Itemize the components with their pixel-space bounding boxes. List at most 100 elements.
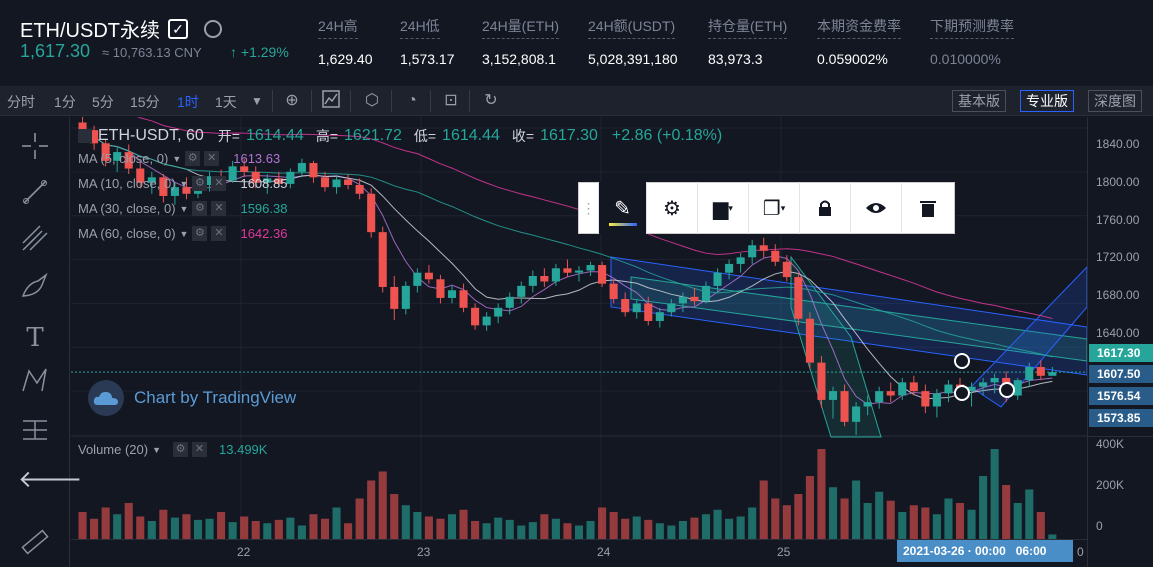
change-percent: ↑ +1.29% xyxy=(230,44,289,60)
clock-icon[interactable]: ◔ xyxy=(407,92,417,109)
price-axis[interactable]: 1840.00 1800.00 1760.00 1720.00 1680.00 … xyxy=(1087,117,1153,567)
volume-bar xyxy=(240,516,249,539)
close-icon[interactable]: ✕ xyxy=(211,201,227,216)
arrow-left-icon[interactable]: 🡐 xyxy=(18,466,83,493)
undo-icon[interactable]: ↻ xyxy=(484,92,498,109)
view-basic-button[interactable]: 基本版 xyxy=(952,90,1006,112)
settings-gear-icon[interactable]: ⚙ xyxy=(192,176,208,191)
volume-bar xyxy=(713,509,722,539)
candle-body xyxy=(598,265,607,284)
brush-icon[interactable] xyxy=(18,271,52,305)
stat-low: 24H低 1,573.17 xyxy=(400,18,455,67)
ma60-legend[interactable]: MA (60, close, 0) ▼ ⚙ ✕ 1642.36 xyxy=(78,226,287,241)
chevron-down-icon[interactable]: ▼ xyxy=(179,228,189,239)
volume-bar xyxy=(574,525,584,539)
candle-body xyxy=(852,406,861,422)
drawing-tools-sidebar: T 🡐 xyxy=(0,117,83,567)
volume-bar xyxy=(228,522,237,539)
candle-body xyxy=(690,296,699,302)
screenshot-icon[interactable]: ⊡ xyxy=(444,92,458,109)
high-label: 高= xyxy=(315,128,339,144)
candle-body xyxy=(1048,372,1057,376)
volume-legend[interactable]: Volume (20) ▼ ⚙ ✕ 13.499K xyxy=(78,442,267,457)
chevron-down-icon[interactable]: ▼ xyxy=(172,153,182,164)
volume-bar xyxy=(378,471,387,539)
trendline-icon[interactable] xyxy=(18,177,52,211)
candle-body xyxy=(782,261,791,278)
crosshair-icon[interactable] xyxy=(18,131,52,165)
candle-body xyxy=(632,303,641,313)
measure-icon[interactable] xyxy=(18,415,52,449)
ma10-legend[interactable]: MA (10, close, 0) ▼ ⚙ ✕ 1608.85 xyxy=(78,176,287,191)
chevron-down-icon[interactable]: ▼ xyxy=(179,178,189,189)
close-icon[interactable]: ✕ xyxy=(192,442,208,457)
volume-bar xyxy=(759,480,768,539)
clone-icon[interactable]: ❐ ▾ xyxy=(749,182,800,234)
candle-body xyxy=(251,171,260,183)
timeframe-1h[interactable]: 1时 xyxy=(177,94,199,110)
eye-icon[interactable] xyxy=(851,182,902,234)
settings-gear-icon[interactable]: ⚙ xyxy=(173,442,189,457)
dropdown-check-icon[interactable]: ✓ xyxy=(168,18,188,39)
tradingview-watermark[interactable]: Chart by TradingView xyxy=(88,380,296,416)
settings-gear-icon[interactable]: ⚙ xyxy=(647,182,698,234)
view-depth-button[interactable]: 深度图 xyxy=(1088,90,1142,112)
timeframe-15m[interactable]: 15分 xyxy=(130,94,160,110)
candle-body xyxy=(494,307,503,317)
volume-bar xyxy=(101,507,110,539)
drag-handle-icon[interactable]: ⋮ xyxy=(579,182,599,234)
settings-gear-icon[interactable]: ⚙ xyxy=(192,201,208,216)
timeframe-tick[interactable]: 分时 xyxy=(7,94,35,110)
settings-gear-icon[interactable]: ⚙ xyxy=(192,226,208,241)
close-icon[interactable]: ✕ xyxy=(204,151,220,166)
chevron-down-icon[interactable]: ▼ xyxy=(251,94,263,108)
drawing-price-label: 1576.54 xyxy=(1089,387,1153,405)
symbol-title[interactable]: ETH/USDT永续 ✓ xyxy=(20,14,222,43)
volume-bar xyxy=(944,498,953,539)
close-icon[interactable]: ✕ xyxy=(211,226,227,241)
ma-value: 1608.85 xyxy=(240,176,288,191)
volume-bar xyxy=(113,514,122,539)
timeframe-1m[interactable]: 1分 xyxy=(54,94,76,110)
compass-icon[interactable] xyxy=(204,19,222,38)
indicators-icon[interactable] xyxy=(320,90,342,112)
candle-body xyxy=(482,316,491,326)
last-price-label: 1617.30 xyxy=(1089,344,1153,362)
text-icon[interactable]: T xyxy=(26,323,44,353)
trash-icon[interactable] xyxy=(902,182,953,234)
close-icon[interactable]: ✕ xyxy=(211,176,227,191)
candle-body xyxy=(390,286,399,309)
template-icon[interactable]: ▆ ▾ xyxy=(698,182,749,234)
volume-bar xyxy=(147,521,156,539)
timeframe-5m[interactable]: 5分 xyxy=(92,94,114,110)
candle-body xyxy=(355,184,364,194)
legend-symbol: ETH-USDT, 60 xyxy=(98,127,204,144)
chevron-down-icon[interactable]: ▼ xyxy=(179,203,189,214)
timeframe-1d[interactable]: 1天 xyxy=(215,94,237,110)
price-chart[interactable] xyxy=(71,117,1087,539)
ma30-legend[interactable]: MA (30, close, 0) ▼ ⚙ ✕ 1596.38 xyxy=(78,201,287,216)
ma5-legend[interactable]: MA (5, close, 0) ▼ ⚙ ✕ 1613.63 xyxy=(78,151,280,166)
time-axis[interactable]: 22 23 24 25 2021-03-26 · 00:00 06:00 0 xyxy=(71,539,1087,567)
y-tick-label: 1640.00 xyxy=(1096,326,1140,340)
axis-divider xyxy=(1088,436,1153,437)
settings-gear-icon[interactable]: ⚙ xyxy=(185,151,201,166)
toolbar-divider xyxy=(272,90,273,112)
ruler-icon[interactable] xyxy=(18,527,52,561)
lock-icon[interactable] xyxy=(800,182,851,234)
pitchfork-icon[interactable] xyxy=(18,223,52,257)
candle-body xyxy=(344,179,353,185)
pattern-icon[interactable] xyxy=(18,365,52,399)
drawing-anchor-handle xyxy=(954,353,970,369)
plus-circle-icon[interactable]: ⊕ xyxy=(285,92,299,109)
candle-body xyxy=(713,272,722,286)
pencil-icon[interactable]: ✎ xyxy=(599,182,647,234)
settings-hex-icon[interactable]: ⬡ xyxy=(365,92,379,109)
toolbar-divider xyxy=(391,90,392,112)
ma-label: MA (30, close, 0) xyxy=(78,201,176,216)
volume-bar xyxy=(736,516,745,539)
volume-bar xyxy=(517,525,526,539)
chevron-down-icon[interactable]: ▼ xyxy=(152,444,162,455)
collapse-icon[interactable] xyxy=(78,129,92,143)
view-pro-button[interactable]: 专业版 xyxy=(1020,90,1074,112)
